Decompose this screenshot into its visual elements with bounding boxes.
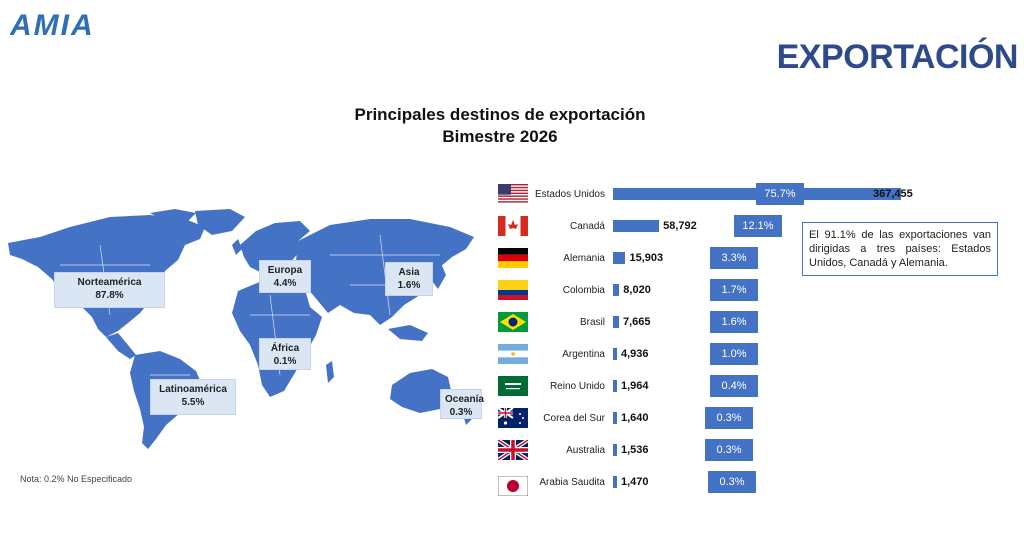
bar <box>613 444 617 456</box>
amia-logo: AMIA <box>10 10 95 40</box>
region-label-latinoamerica: Latinoamérica 5.5% <box>150 379 236 415</box>
country-label: Arabia Saudita <box>539 477 605 488</box>
japan-flag-icon <box>497 475 529 497</box>
uk-flag-icon <box>496 438 530 462</box>
bar <box>613 284 620 296</box>
country-label: Canadá <box>569 221 605 232</box>
region-label-norteamerica: Norteamérica 87.8% <box>54 272 165 308</box>
chart-title: Principales destinos de exportación <box>354 105 646 124</box>
brazil-flag-icon <box>498 312 528 332</box>
country-label: Australia <box>566 445 605 456</box>
share-label: 0.4% <box>710 375 758 397</box>
colombia-flag-icon <box>498 280 528 300</box>
region-pct: 0.1% <box>273 356 297 367</box>
region-pct: 87.8% <box>95 290 124 301</box>
share-label: 3.3% <box>710 247 758 269</box>
page-title: EXPORTACIÓN <box>776 38 1019 76</box>
share-label: 12.1% <box>734 215 782 237</box>
value-label: 1,964 <box>621 380 649 392</box>
bar <box>613 252 626 264</box>
chart-title-block: Principales destinos de exportación Bime… <box>290 104 710 148</box>
bar <box>613 348 617 360</box>
bar <box>613 476 617 488</box>
region-pct: 1.6% <box>397 280 421 291</box>
germany-flag-icon <box>498 248 528 268</box>
canada-flag-icon <box>498 216 528 236</box>
value-label: 1,640 <box>621 412 649 424</box>
country-label: Reino Unido <box>549 381 605 392</box>
value-label: 1,536 <box>621 444 649 456</box>
region-name: Europa <box>267 265 303 276</box>
region-label-europa: Europa 4.4% <box>259 260 311 293</box>
australia-flag-icon <box>497 407 528 428</box>
country-label: Brasil <box>579 317 605 328</box>
region-label-oceania: Oceanía 0.3% <box>440 389 484 419</box>
country-label: Estados Unidos <box>534 189 605 200</box>
region-name: Norteamérica <box>77 277 142 288</box>
value-label: 4,936 <box>621 348 649 360</box>
country-label: Corea del Sur <box>543 413 605 424</box>
value-label: 15,903 <box>629 252 664 264</box>
callout-box: El 91.1% de las exportaciones van dirigi… <box>802 222 998 276</box>
chart-subtitle: Bimestre 2026 <box>442 127 558 146</box>
region-label-asia: Asia 1.6% <box>385 262 433 296</box>
value-label: 7,665 <box>623 316 651 328</box>
region-name: Latinoamérica <box>159 384 227 395</box>
world-map <box>8 209 474 449</box>
value-label: 367,455 <box>873 188 913 200</box>
share-label: 0.3% <box>705 407 753 429</box>
share-label: 1.7% <box>710 279 758 301</box>
region-pct: 5.5% <box>181 397 205 408</box>
bar <box>613 220 660 232</box>
bar-chart: Estados Unidos 367,455 75.7% Canadá 58,792 12… <box>490 180 1024 500</box>
country-label: Colombia <box>562 285 605 296</box>
share-label: 0.3% <box>705 439 753 461</box>
share-label: 1.0% <box>710 343 758 365</box>
saudi-flag-icon <box>498 376 528 396</box>
argentina-flag-icon <box>498 344 528 364</box>
region-pct: 0.3% <box>449 407 473 418</box>
bar <box>613 412 617 424</box>
share-label: 0.3% <box>708 471 756 493</box>
region-name: Asia <box>398 267 420 278</box>
footnote: Nota: 0.2% No Especificado <box>20 474 133 484</box>
region-label-africa: África 0.1% <box>259 338 311 370</box>
bar <box>613 380 617 392</box>
value-label: 1,470 <box>621 476 649 488</box>
value-label: 8,020 <box>623 284 651 296</box>
region-name: Oceanía <box>445 394 484 405</box>
value-label: 58,792 <box>663 220 697 232</box>
share-label: 75.7% <box>756 183 804 205</box>
svg-text:AMIA: AMIA <box>10 10 95 40</box>
country-label: Alemania <box>563 253 605 264</box>
us-flag-icon <box>498 184 528 204</box>
bar <box>613 316 619 328</box>
country-label: Argentina <box>562 349 605 360</box>
region-pct: 4.4% <box>273 278 297 289</box>
share-label: 1.6% <box>710 311 758 333</box>
region-name: África <box>270 343 300 354</box>
